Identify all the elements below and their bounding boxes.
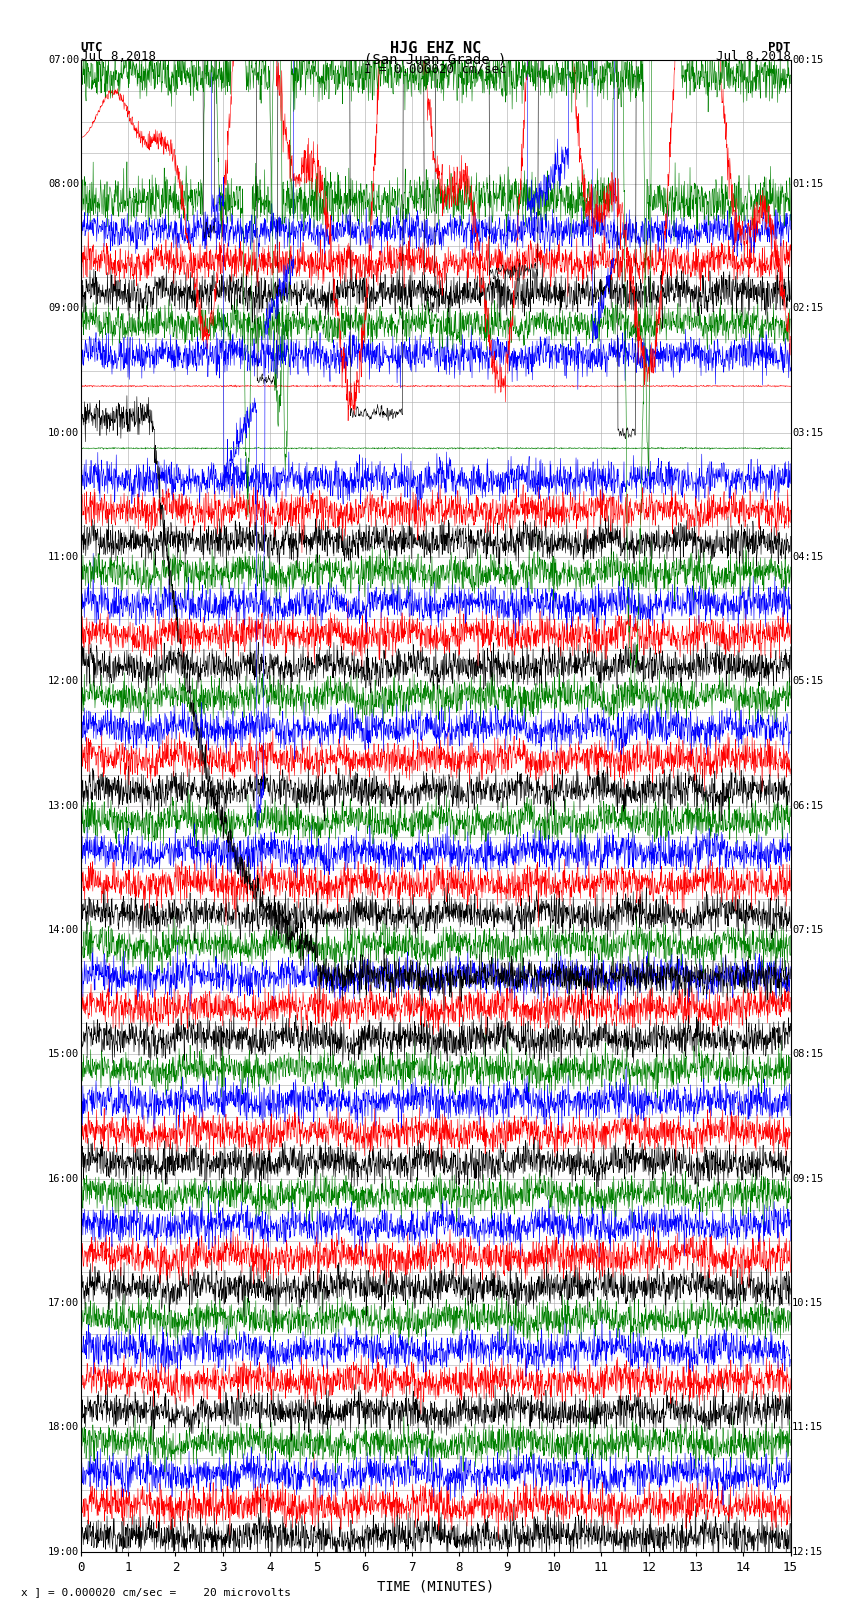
Text: (San Juan Grade ): (San Juan Grade ) — [364, 52, 507, 66]
Text: 06:15: 06:15 — [792, 800, 823, 811]
Text: 10:15: 10:15 — [792, 1298, 823, 1308]
Text: 07:15: 07:15 — [792, 924, 823, 936]
Text: PDT: PDT — [768, 40, 790, 55]
Text: HJG EHZ NC: HJG EHZ NC — [389, 40, 481, 56]
Text: 17:00: 17:00 — [48, 1298, 79, 1308]
Text: 16:00: 16:00 — [48, 1174, 79, 1184]
Text: 08:15: 08:15 — [792, 1050, 823, 1060]
Text: 00:15: 00:15 — [792, 55, 823, 65]
Text: 13:00: 13:00 — [48, 800, 79, 811]
Text: 08:00: 08:00 — [48, 179, 79, 189]
Text: 14:00: 14:00 — [48, 924, 79, 936]
Text: 11:15: 11:15 — [792, 1423, 823, 1432]
Text: 18:00: 18:00 — [48, 1423, 79, 1432]
Text: 11:00: 11:00 — [48, 552, 79, 561]
Text: 12:15: 12:15 — [792, 1547, 823, 1557]
Text: 09:15: 09:15 — [792, 1174, 823, 1184]
X-axis label: TIME (MINUTES): TIME (MINUTES) — [377, 1579, 494, 1594]
Text: Jul 8,2018: Jul 8,2018 — [716, 50, 790, 63]
Text: 09:00: 09:00 — [48, 303, 79, 313]
Text: 05:15: 05:15 — [792, 676, 823, 687]
Text: UTC: UTC — [81, 40, 103, 55]
Text: x ] = 0.000020 cm/sec =    20 microvolts: x ] = 0.000020 cm/sec = 20 microvolts — [21, 1587, 292, 1597]
Text: 19:00: 19:00 — [48, 1547, 79, 1557]
Text: 07:00: 07:00 — [48, 55, 79, 65]
Text: 15:00: 15:00 — [48, 1050, 79, 1060]
Text: 12:00: 12:00 — [48, 676, 79, 687]
Text: 03:15: 03:15 — [792, 427, 823, 437]
Text: 02:15: 02:15 — [792, 303, 823, 313]
Text: I = 0.000020 cm/sec: I = 0.000020 cm/sec — [364, 63, 507, 76]
Text: 01:15: 01:15 — [792, 179, 823, 189]
Text: Jul 8,2018: Jul 8,2018 — [81, 50, 156, 63]
Text: 04:15: 04:15 — [792, 552, 823, 561]
Text: 10:00: 10:00 — [48, 427, 79, 437]
